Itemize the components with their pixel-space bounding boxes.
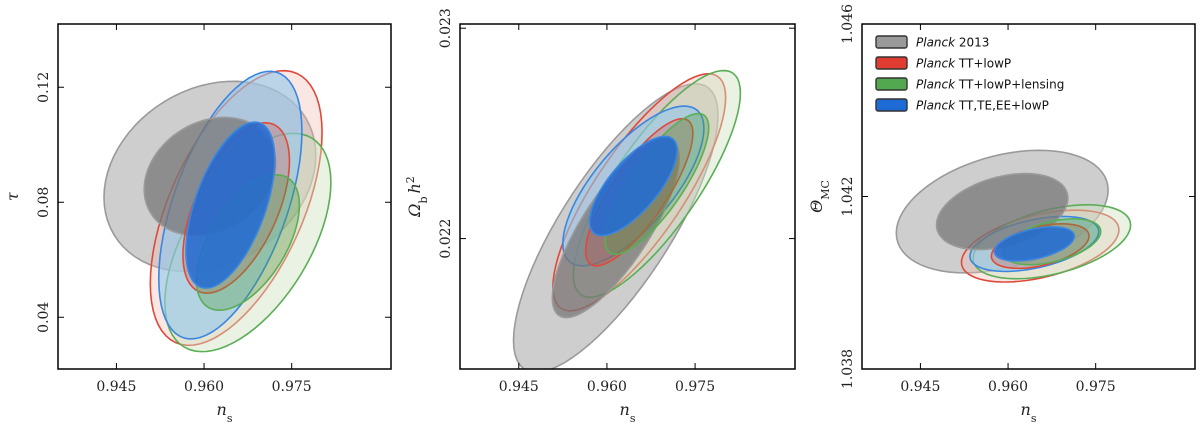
x-tick-label: 0.945 (96, 379, 136, 395)
legend-label: Planck TT,TE,EE+lowP (916, 99, 1049, 113)
legend-item-tt_te_ee_lowp: Planck TT,TE,EE+lowP (875, 98, 1049, 113)
legend-item-tt_lowp: Planck TT+lowP (875, 56, 1011, 71)
legend-label: Planck TT+lowP+lensing (916, 78, 1064, 92)
panels-group: 0.945 0.960 0.975 0.04 0.08 0.12 ns τ 0.945 0.960… (3, 4, 1196, 425)
y-axis-label: ΘMC (807, 180, 832, 213)
y-tick-label: 1.042 (840, 176, 856, 216)
x-tick-label: 0.975 (1076, 379, 1116, 395)
legend-item-tt_lowp_lensing: Planck TT+lowP+lensing (875, 77, 1064, 92)
plot-area (103, 69, 332, 353)
plot-area (512, 69, 742, 369)
y-tick-label: 1.038 (840, 349, 856, 389)
x-axis-label: ns (1021, 400, 1037, 425)
x-axis-label: ns (217, 400, 233, 425)
y-tick-label: 0.04 (36, 302, 52, 333)
panel-1: 0.945 0.960 0.975 0.04 0.08 0.12 ns τ (3, 23, 392, 425)
x-tick-label: 0.975 (675, 379, 715, 395)
plot-area (895, 149, 1132, 283)
x-tick-label: 0.960 (988, 379, 1028, 395)
x-tick-label: 0.945 (499, 379, 539, 395)
y-tick-label: 1.046 (840, 4, 856, 44)
legend-swatch (875, 35, 908, 49)
contour-68-tt_te_ee_lowp (993, 226, 1076, 262)
legend-swatch (875, 56, 908, 70)
x-tick-label: 0.975 (272, 379, 312, 395)
panel-3: 0.945 0.960 0.975 1.038 1.042 1.046 ns ΘMC (807, 4, 1196, 425)
y-tick-label: 0.08 (36, 187, 52, 218)
x-tick-label: 0.960 (184, 379, 224, 395)
legend: Planck 2013 Planck TT+lowP Planck TT+lowP+… (875, 35, 1064, 113)
axes-frame (459, 23, 796, 370)
y-tick-label: 0.023 (438, 8, 454, 48)
y-tick-label: 0.12 (36, 72, 52, 103)
panel-2: 0.945 0.960 0.975 0.022 0.023 ns Ωbh2 (404, 8, 796, 425)
legend-label: Planck TT+lowP (916, 57, 1011, 71)
legend-swatch (875, 98, 908, 112)
y-axis-label: τ (3, 191, 22, 201)
axes-frame (57, 23, 392, 370)
y-axis-label: Ωbh2 (404, 176, 430, 218)
x-tick-label: 0.945 (900, 379, 940, 395)
x-tick-label: 0.960 (587, 379, 627, 395)
x-axis-label: ns (620, 400, 636, 425)
contour-68-tt_te_ee_lowp (588, 135, 678, 237)
legend-swatch (875, 77, 908, 91)
legend-label: Planck 2013 (916, 36, 989, 50)
legend-item-planck2013: Planck 2013 (875, 35, 989, 50)
y-tick-label: 0.022 (438, 219, 454, 259)
contour-68-tt_te_ee_lowp (185, 121, 276, 289)
